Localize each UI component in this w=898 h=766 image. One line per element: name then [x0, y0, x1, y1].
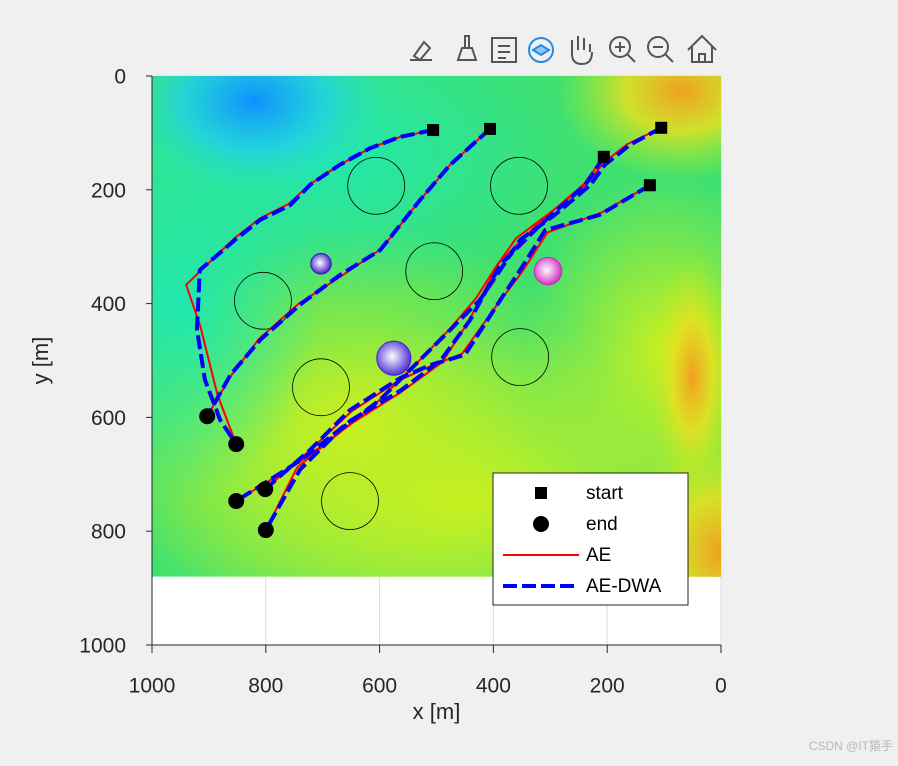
- toolbar: [410, 34, 717, 66]
- x-tick-label: 600: [362, 675, 397, 698]
- export-button[interactable]: [410, 40, 432, 62]
- terrain-shade: [647, 251, 721, 502]
- rotate-button[interactable]: [528, 37, 554, 63]
- moving-obstacle: [376, 340, 412, 376]
- x-tick-label: 400: [476, 675, 511, 698]
- x-tick-label: 1000: [129, 675, 176, 698]
- y-tick-label: 400: [91, 293, 126, 316]
- zoom-out-button[interactable]: [647, 36, 674, 63]
- obstacle: [234, 271, 292, 330]
- x-tick-label: 0: [715, 675, 727, 698]
- end-marker: [199, 408, 216, 425]
- pan-button[interactable]: [571, 36, 593, 66]
- start-marker: [597, 150, 610, 163]
- watermark: CSDN @IT猿手: [809, 738, 893, 753]
- legend: start end AE AE-DWA: [492, 472, 689, 606]
- obstacle: [405, 242, 464, 301]
- legend-swatch: [535, 487, 547, 499]
- start-marker: [643, 179, 656, 192]
- terrain: [152, 76, 721, 577]
- end-marker: [228, 493, 245, 510]
- obstacle: [491, 328, 549, 386]
- obstacle: [292, 358, 350, 417]
- obstacle: [321, 472, 379, 530]
- legend-label: AE-DWA: [586, 576, 662, 597]
- y-tick-label: 0: [114, 66, 126, 89]
- legend-box: [492, 472, 689, 606]
- moving-obstacle: [533, 257, 563, 286]
- path-line: [235, 155, 606, 503]
- y-axis-label: y [m]: [28, 337, 53, 385]
- legend-label: start: [586, 483, 624, 504]
- legend-label: AE: [586, 545, 611, 566]
- legend-swatch: [533, 516, 549, 532]
- start-marker: [483, 122, 496, 135]
- y-tick-label: 1000: [79, 635, 126, 658]
- terrain-shade: [152, 76, 397, 202]
- terrain-shade: [556, 76, 721, 182]
- obstacle: [347, 156, 406, 215]
- x-tick-label: 800: [248, 675, 283, 698]
- home-button[interactable]: [687, 34, 717, 63]
- y-tick-label: 600: [91, 407, 126, 430]
- path-line: [263, 183, 651, 491]
- y-tick-label: 200: [91, 179, 126, 202]
- moving-obstacle: [310, 253, 332, 275]
- obstacle: [490, 156, 548, 215]
- datatip-button[interactable]: [491, 37, 517, 63]
- start-marker: [427, 124, 440, 137]
- start-marker: [655, 121, 668, 134]
- end-marker: [257, 522, 274, 539]
- path-line: [194, 128, 434, 446]
- brush-button[interactable]: [456, 35, 478, 61]
- x-axis-label: x [m]: [413, 699, 461, 724]
- end-marker: [228, 436, 245, 453]
- zoom-in-button[interactable]: [609, 36, 636, 63]
- x-tick-label: 200: [590, 675, 625, 698]
- y-tick-label: 800: [91, 521, 126, 544]
- path-line: [205, 127, 492, 418]
- legend-label: end: [586, 514, 618, 535]
- end-marker: [257, 481, 274, 498]
